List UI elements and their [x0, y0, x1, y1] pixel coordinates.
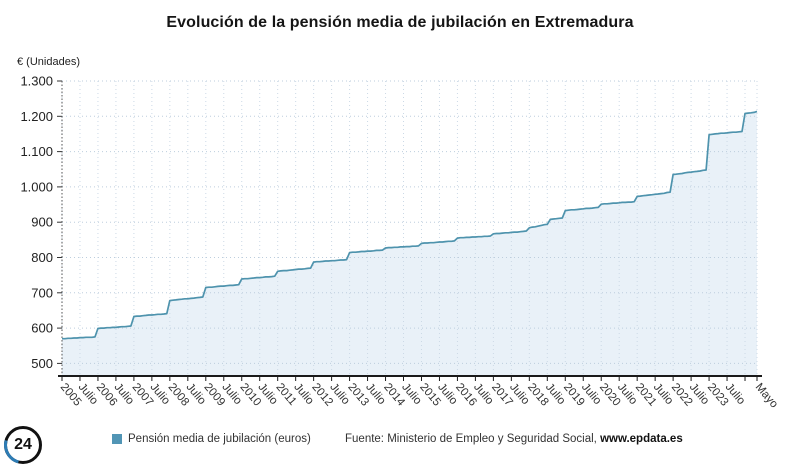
y-tick-label: 1.200: [20, 109, 53, 124]
y-tick-label: 1.300: [20, 74, 53, 89]
y-tick-label: 1.000: [20, 179, 53, 194]
area-fill: [62, 111, 757, 377]
y-tick-label: 900: [31, 215, 53, 230]
y-tick-label: 500: [31, 356, 53, 371]
pension-line-series: [62, 110, 758, 340]
y-tick-label: 800: [31, 250, 53, 265]
y-tick-label: 1.100: [20, 144, 53, 159]
x-tick-label: Julio: [291, 381, 315, 407]
source-link[interactable]: www.epdata.es: [600, 433, 683, 445]
legend-label: Pensión media de jubilación (euros): [128, 433, 311, 445]
pension-evolution-chart: 5006007008009001.0001.1001.2001.3002005J…: [20, 74, 780, 411]
epdata-24-logo: 24: [4, 426, 42, 464]
x-tick-label: Mayo: [753, 381, 780, 410]
logo-24-text: 24: [14, 436, 32, 453]
legend-swatch: [112, 434, 122, 444]
y-tick-label: 700: [31, 285, 53, 300]
y-axis-unit-label: € (Unidades): [17, 56, 80, 68]
source-prefix: Fuente: Ministerio de Empleo y Seguridad…: [345, 433, 601, 445]
y-tick-label: 600: [31, 321, 53, 336]
source-text: Fuente: Ministerio de Empleo y Seguridad…: [345, 433, 683, 445]
legend: Pensión media de jubilación (euros): [112, 433, 311, 445]
chart-title: Evolución de la pensión media de jubilac…: [166, 14, 634, 31]
